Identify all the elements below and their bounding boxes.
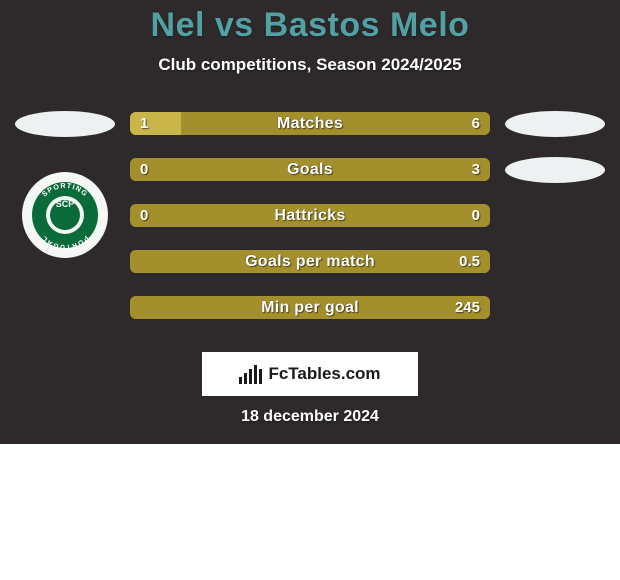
svg-text:SCP: SCP	[56, 199, 75, 209]
subtitle: Club competitions, Season 2024/2025	[0, 55, 620, 75]
page-title: Nel vs Bastos Melo	[0, 0, 620, 45]
fctables-logo: FcTables.com	[202, 352, 418, 396]
stat-bar: 0 0 Hattricks	[130, 204, 490, 227]
stat-bar: 0.5 Goals per match	[130, 250, 490, 273]
stat-label: Matches	[130, 112, 490, 135]
right-side-slot-0	[490, 111, 620, 137]
stat-row-matches: 1 6 Matches	[0, 112, 620, 135]
stat-label: Goals per match	[130, 250, 490, 273]
stat-label: Goals	[130, 158, 490, 181]
bar-chart-icon	[239, 365, 262, 384]
stats-content: 1 6 Matches 0 3 Goals	[0, 112, 620, 342]
stat-label: Hattricks	[130, 204, 490, 227]
snapshot-date: 18 december 2024	[0, 408, 620, 426]
stat-row-gpm: 0.5 Goals per match	[0, 250, 620, 273]
stat-bar: 0 3 Goals	[130, 158, 490, 181]
logo-text: FcTables.com	[268, 364, 380, 384]
club-right-placeholder	[505, 157, 605, 183]
sporting-crest-icon: SCP SPORTING PORTUGAL	[22, 172, 108, 258]
blank-area	[0, 444, 620, 580]
player-left-placeholder	[15, 111, 115, 137]
stat-label: Min per goal	[130, 296, 490, 319]
stat-row-mpg: 245 Min per goal	[0, 296, 620, 319]
stat-bar: 1 6 Matches	[130, 112, 490, 135]
right-side-slot-1	[490, 157, 620, 183]
left-side-slot-0	[0, 111, 130, 137]
comparison-card: Nel vs Bastos Melo Club competitions, Se…	[0, 0, 620, 444]
stat-bar: 245 Min per goal	[130, 296, 490, 319]
player-right-placeholder	[505, 111, 605, 137]
stat-row-goals: 0 3 Goals	[0, 158, 620, 181]
club-crest-left: SCP SPORTING PORTUGAL	[22, 172, 108, 258]
